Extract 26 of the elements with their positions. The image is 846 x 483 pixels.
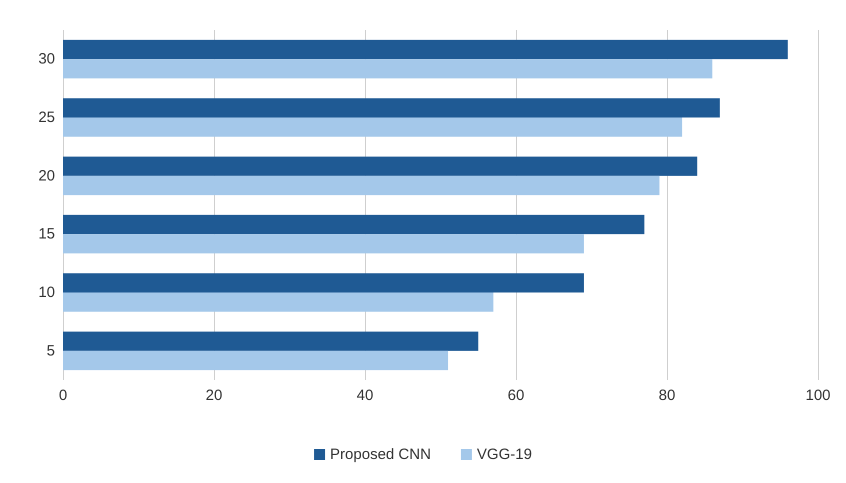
- x-tick-label: 40: [356, 387, 374, 404]
- x-tick-label: 80: [658, 387, 676, 404]
- bar: [63, 332, 478, 351]
- y-tick-label: 10: [38, 284, 55, 301]
- y-tick-label: 15: [38, 226, 55, 243]
- bar: [63, 59, 712, 78]
- x-tick-label: 20: [206, 387, 222, 404]
- bar: [63, 40, 788, 60]
- bar: [63, 98, 720, 118]
- y-tick-label: 5: [46, 342, 55, 360]
- x-tick-label: 60: [508, 387, 524, 404]
- bar: [63, 273, 584, 292]
- bar: [63, 214, 644, 234]
- y-tick-label: 25: [38, 109, 55, 126]
- bar: [63, 234, 584, 254]
- y-tick-label: 30: [38, 50, 55, 68]
- bar: [63, 292, 494, 312]
- bar: [63, 176, 660, 196]
- x-tick-label: 100: [805, 387, 831, 404]
- y-tick-label: 20: [38, 167, 55, 184]
- bar: [63, 156, 698, 176]
- legend-label: Proposed CNN: [330, 446, 431, 463]
- bar: [63, 350, 448, 370]
- legend-label: VGG-19: [476, 446, 532, 463]
- bar: [63, 118, 682, 137]
- x-tick-label: 0: [58, 387, 68, 404]
